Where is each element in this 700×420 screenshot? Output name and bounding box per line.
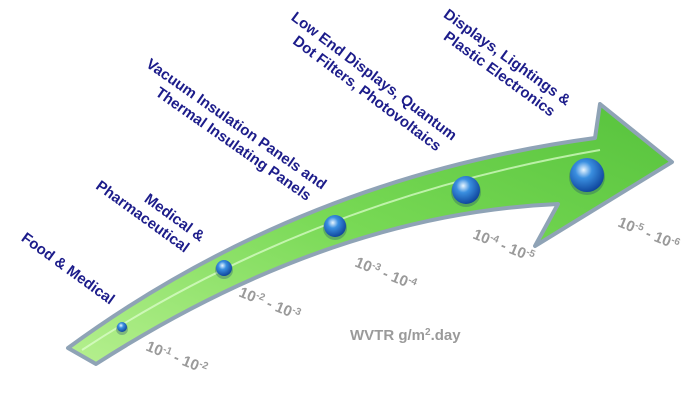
- range-base: 10: [353, 254, 375, 276]
- range-base: 10: [180, 353, 202, 375]
- axis-label-sup: 2: [425, 327, 431, 338]
- axis-label-text: WVTR g/m: [350, 327, 425, 344]
- wvtr-range: 10-1 - 10-2: [144, 337, 211, 378]
- range-separator: -: [167, 348, 186, 369]
- stage-label: Medical &Pharmaceutical: [93, 177, 208, 256]
- range-separator: -: [376, 264, 395, 285]
- label-line: Low End Displays, Quantum: [288, 9, 460, 144]
- range-separator: -: [639, 224, 658, 245]
- sphere: [216, 260, 232, 276]
- range-base: 10: [273, 299, 295, 321]
- sphere: [452, 176, 480, 204]
- axis-label-text: .day: [431, 327, 462, 344]
- range-base: 10: [237, 284, 259, 306]
- range-base: 10: [616, 214, 638, 236]
- sphere: [117, 322, 127, 332]
- label-line: Vacuum Insulation Panels and: [143, 56, 330, 194]
- range-separator: -: [494, 236, 513, 257]
- label-line: Thermal Insulating Panels: [152, 84, 314, 205]
- stage-label: Displays, Lightings &Plastic Electronics: [440, 6, 574, 120]
- wvtr-range: 10-3 - 10-4: [353, 253, 420, 294]
- axis-label: WVTR g/m2.day: [350, 327, 461, 345]
- range-base: 10: [507, 241, 529, 263]
- sphere: [570, 158, 604, 192]
- wvtr-range: 10-2 - 10-3: [237, 283, 304, 324]
- range-separator: -: [260, 294, 279, 315]
- sphere: [324, 215, 346, 237]
- label-line: Food & Medical: [18, 229, 118, 308]
- stage-label: Food & Medical: [18, 229, 118, 308]
- wvtr-range: 10-5 - 10-6: [616, 213, 683, 254]
- range-base: 10: [652, 229, 674, 251]
- label-line: Displays, Lightings &: [440, 6, 574, 110]
- arrow: [66, 102, 674, 366]
- label-line: Dot Filters, Photovoltaics: [290, 33, 445, 155]
- range-base: 10: [144, 338, 166, 360]
- wvtr-range: 10-4 - 10-5: [471, 225, 538, 266]
- range-base: 10: [389, 269, 411, 291]
- range-base: 10: [471, 226, 493, 248]
